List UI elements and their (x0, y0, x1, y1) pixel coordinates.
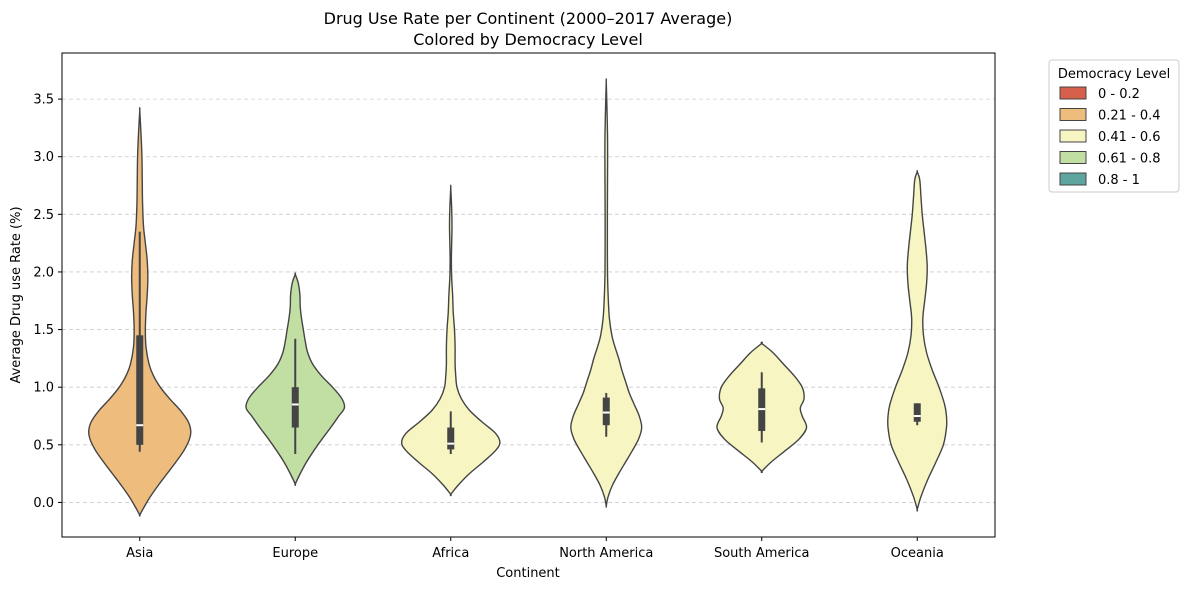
x-tick-label: Asia (126, 546, 153, 561)
legend-swatch (1059, 108, 1087, 121)
grid-lines (62, 98, 995, 503)
legend-label: 0.8 - 1 (1098, 173, 1140, 188)
violin-africa (400, 184, 501, 497)
violins (87, 78, 948, 517)
legend-entries: 0 - 0.2 0.21 - 0.4 0.41 - 0.6 0.61 - 0.8 0.8… (1059, 86, 1161, 188)
violin-asia (87, 107, 192, 517)
iqr-box (447, 427, 455, 450)
violin-body (400, 184, 501, 497)
iqr-box (136, 335, 144, 445)
legend-swatch (1059, 172, 1087, 186)
x-tick-label: North America (559, 546, 653, 561)
x-tick-label: Europe (272, 546, 318, 561)
legend-swatch (1059, 129, 1087, 143)
legend-label: 0 - 0.2 (1098, 87, 1140, 102)
y-tick-label: 1.5 (33, 323, 54, 338)
y-tick-label: 2.0 (33, 265, 54, 280)
x-axis-label: Continent (496, 566, 560, 581)
x-tick-label: Africa (432, 546, 469, 561)
chart-title: Drug Use Rate per Continent (2000–2017 A… (324, 9, 733, 28)
iqr-box (913, 403, 921, 422)
chart-subtitle: Colored by Democracy Level (413, 30, 643, 49)
iqr-box (602, 397, 610, 426)
legend-label: 0.41 - 0.6 (1098, 130, 1161, 145)
legend-swatch (1059, 151, 1087, 164)
x-tick-label: Oceania (891, 546, 944, 561)
violin-body (570, 78, 643, 508)
plot-area-frame (61, 52, 996, 538)
legend-swatch (1059, 86, 1087, 100)
legend-title: Democracy Level (1058, 67, 1170, 82)
y-tick-label: 1.0 (33, 381, 54, 396)
y-tick-label: 3.0 (33, 150, 54, 165)
legend-label: 0.61 - 0.8 (1098, 152, 1161, 167)
x-tick-label: South America (714, 546, 810, 561)
y-tick-label: 0.5 (33, 438, 54, 453)
y-tick-label: 0.0 (33, 496, 54, 511)
legend-label: 0.21 - 0.4 (1098, 109, 1161, 124)
violin-europe (245, 272, 346, 486)
y-tick-label: 2.5 (33, 208, 54, 223)
y-axis-label: Average Drug use Rate (%) (9, 206, 24, 383)
y-tick-label: 3.5 (33, 93, 54, 108)
x-axis-ticks: Asia Europe Africa North America South Ameri… (126, 537, 944, 561)
violin-oceania (887, 169, 948, 512)
iqr-box (291, 387, 299, 428)
legend: Democracy Level 0 - 0.2 0.21 - 0.4 0.41 - … (1048, 59, 1180, 193)
violin-north-america (570, 78, 643, 508)
violin-body (887, 169, 948, 512)
violin-south-america (716, 341, 808, 474)
y-axis-ticks: 0.0 0.5 1.0 1.5 2.0 2.5 3.0 3.5 (33, 93, 62, 511)
